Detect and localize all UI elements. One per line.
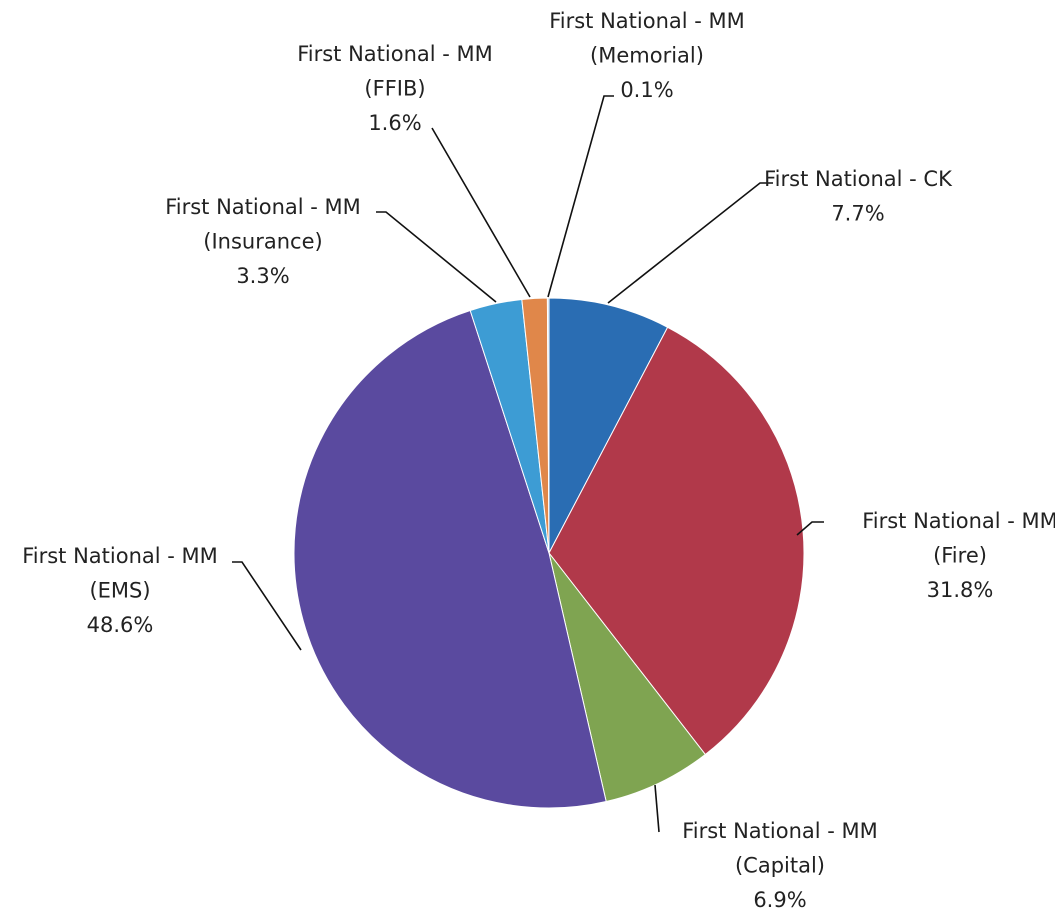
leader-line (547, 95, 614, 298)
leader-line (431, 127, 531, 298)
category-label: (Capital) (735, 854, 825, 878)
leader-line (376, 211, 497, 303)
value-label: 1.6% (368, 111, 421, 135)
leader-line (232, 561, 302, 651)
pie-slice (548, 552, 706, 803)
value-label: 3.3% (236, 264, 289, 288)
category-label: First National - MM (165, 195, 361, 219)
leader-line (654, 784, 660, 833)
category-label: First National - CK (764, 167, 953, 191)
category-label: First National - MM (22, 544, 218, 568)
value-label: 0.1% (620, 78, 673, 102)
leader-line (796, 521, 824, 536)
slice-label: First National - MM (FFIB) 1.6% (297, 42, 493, 135)
pie-slice (548, 297, 669, 554)
category-label: First National - MM (549, 9, 745, 33)
value-label: 6.9% (753, 888, 806, 912)
leader-line (607, 182, 773, 304)
pie-slice (293, 309, 607, 809)
pie-slice (546, 297, 550, 554)
slice-label: First National - MM (Capital) 6.9% (682, 819, 878, 912)
category-label: (EMS) (89, 579, 150, 603)
slice-label: First National - MM (Fire) 31.8% (862, 509, 1055, 602)
slice-label: First National - CK 7.7% (764, 167, 953, 226)
category-label: (Insurance) (203, 230, 322, 254)
category-label: (Fire) (933, 544, 987, 568)
category-label: (FFIB) (364, 77, 425, 101)
value-label: 48.6% (87, 613, 154, 637)
category-label: First National - MM (297, 42, 493, 66)
slice-label: First National - MM (Memorial) 0.1% (549, 9, 745, 102)
value-label: 31.8% (927, 578, 994, 602)
category-label: (Memorial) (590, 44, 704, 68)
value-label: 7.7% (831, 202, 884, 226)
slice-label: First National - MM (EMS) 48.6% (22, 544, 218, 637)
slice-label: First National - MM (Insurance) 3.3% (165, 195, 361, 288)
category-label: First National - MM (682, 819, 878, 843)
category-label: First National - MM (862, 509, 1055, 533)
